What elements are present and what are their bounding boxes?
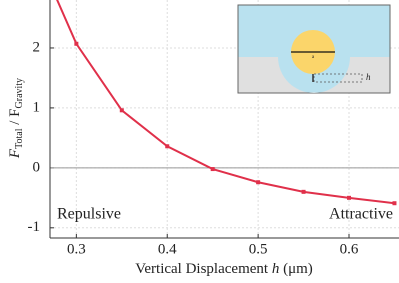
x-tick-label: 0.6: [340, 241, 359, 257]
x-tick-label: 0.5: [249, 241, 268, 257]
x-tick-label: 0.4: [158, 241, 177, 257]
data-point: [119, 108, 124, 113]
x-label-part: Vertical Displacement: [135, 261, 272, 277]
y-label-part: Total: [14, 128, 25, 149]
y-axis-label: FTotal / FGravity: [7, 78, 25, 159]
y-label-part: Gravity: [14, 78, 25, 109]
y-label-part: F: [7, 148, 23, 159]
inset-label: h: [366, 72, 371, 82]
x-axis-label: Vertical Displacement h (μm): [135, 261, 313, 277]
x-label-part: (μm): [279, 261, 312, 277]
data-point: [301, 189, 306, 194]
plot-area: [56, 0, 397, 206]
x-label-part: h: [272, 261, 280, 277]
data-point: [392, 201, 397, 206]
inset-label: a: [312, 55, 315, 60]
inset: a h: [237, 4, 391, 94]
annotation: Attractive: [329, 206, 393, 223]
data-point: [165, 144, 170, 149]
inset-h-box: [313, 73, 363, 83]
y-tick-label: 1: [33, 99, 41, 115]
data-point: [256, 180, 261, 185]
y-tick-label: -1: [28, 219, 41, 235]
x-tick-label: 0.3: [67, 241, 86, 257]
inset-substrate: [238, 57, 390, 93]
data-point: [347, 195, 352, 200]
y-tick-label: 0: [33, 159, 41, 175]
y-tick-label: 2: [33, 39, 41, 55]
data-point: [210, 167, 215, 172]
annotation: Repulsive: [57, 206, 121, 223]
axes: -1 0 1 2 0.3 0.4 0.5 0.6: [28, 0, 399, 257]
data-point: [74, 41, 79, 46]
y-label-part: / F: [7, 108, 23, 128]
